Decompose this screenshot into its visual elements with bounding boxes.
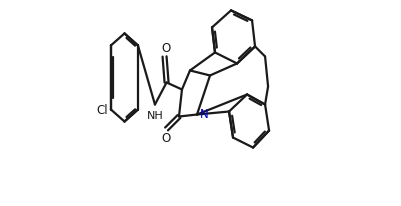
Text: NH: NH <box>146 110 163 120</box>
Text: N: N <box>199 108 208 121</box>
Text: O: O <box>160 132 170 145</box>
Text: Cl: Cl <box>96 103 107 116</box>
Text: O: O <box>161 42 170 55</box>
